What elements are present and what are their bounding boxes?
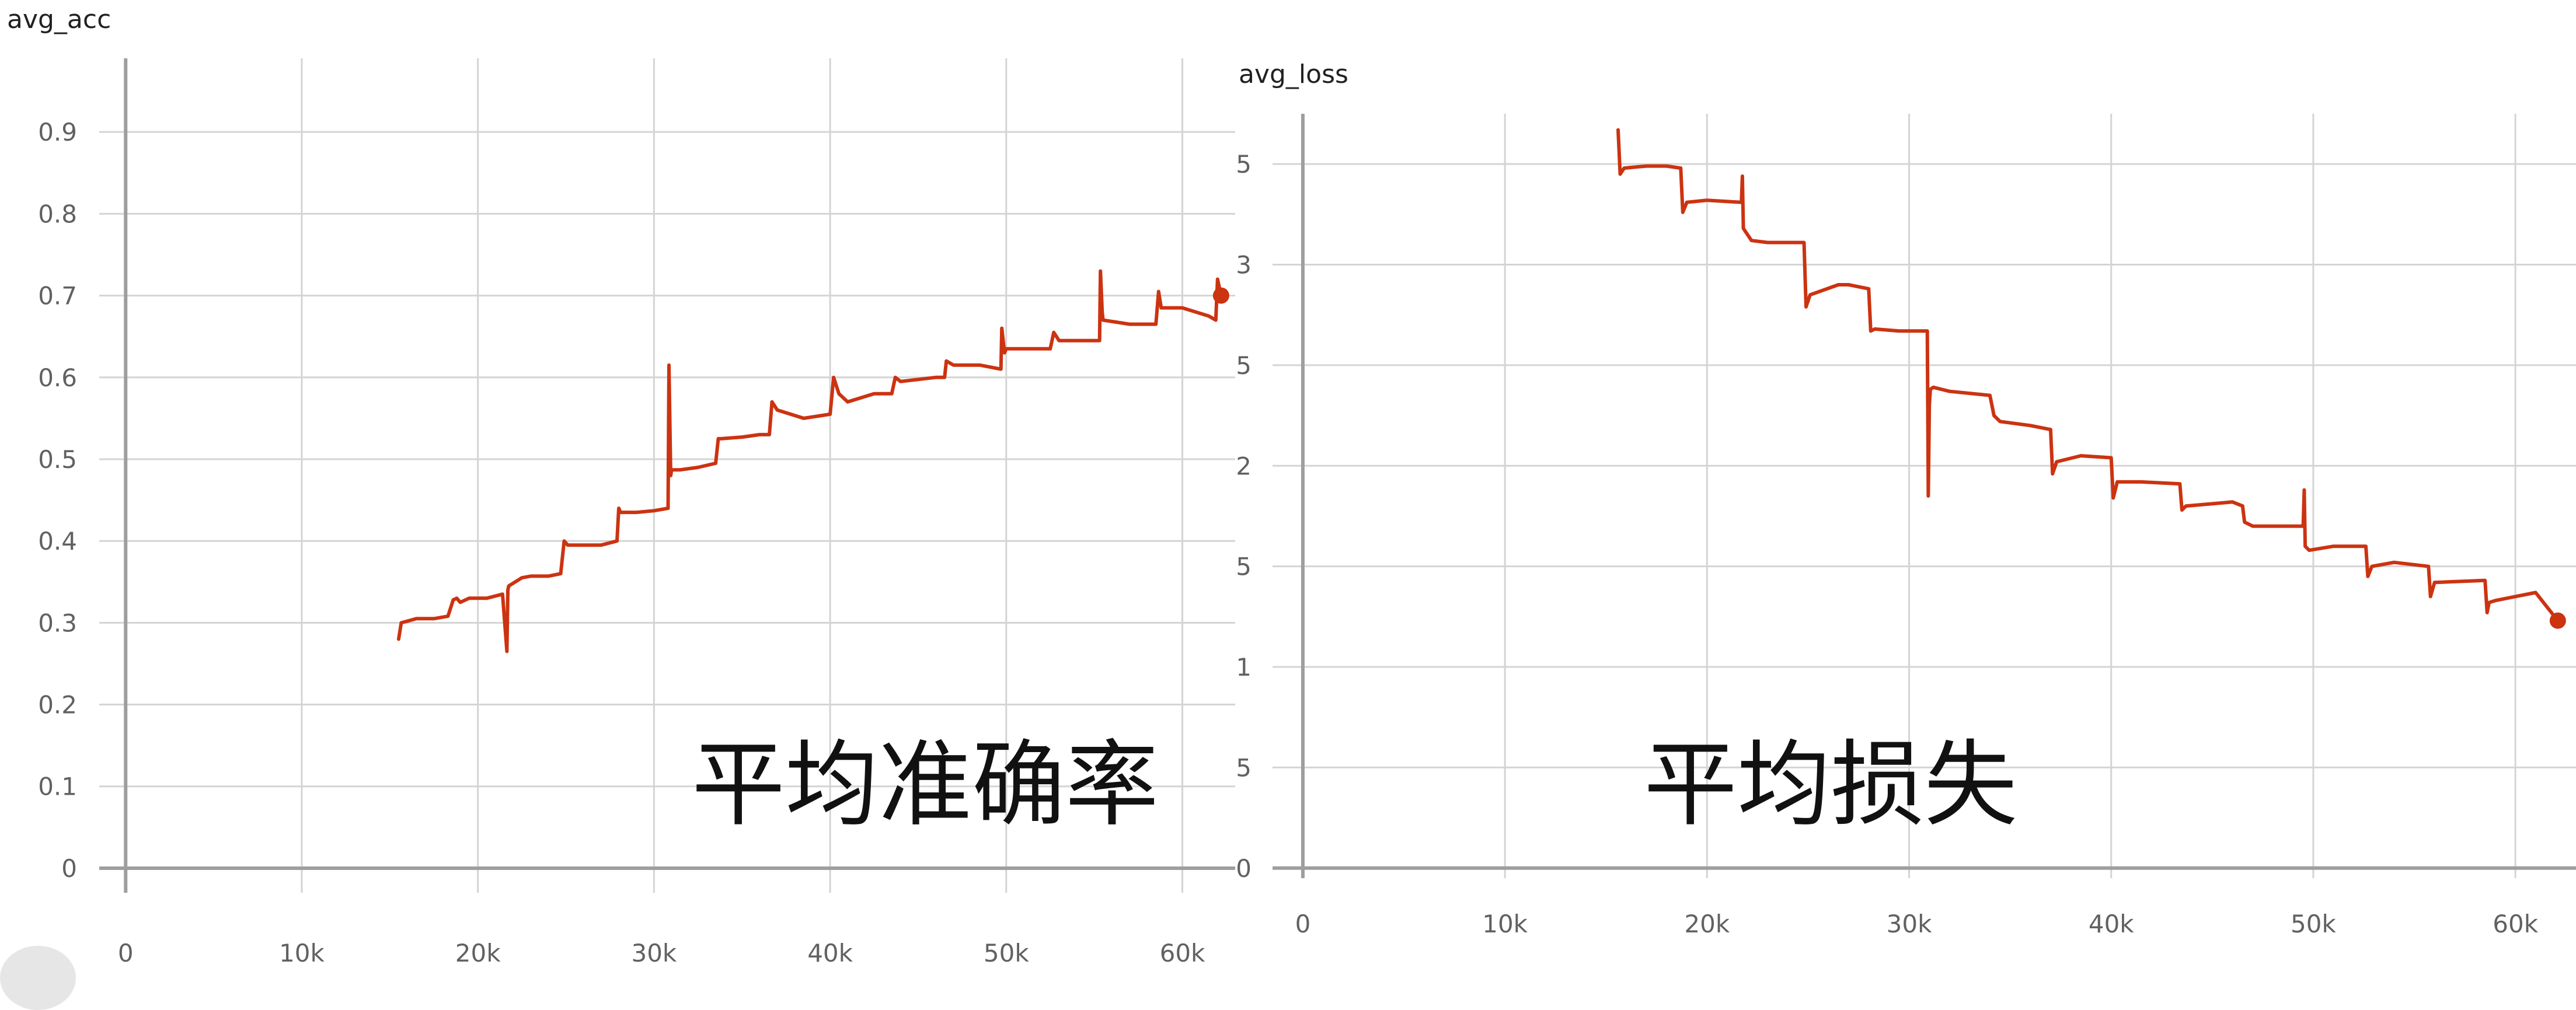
acc-y-tick-label: 0.6 [38, 364, 77, 392]
acc-x-tick-label: 10k [279, 939, 325, 967]
avg-acc-chart: avg_acc 0 0.1 0.2 0.3 0.4 0.5 0.6 0.7 0.8 0.9 0 10k 2… [7, 5, 1235, 967]
avg-acc-panel: avg_acc 0 0.1 0.2 0.3 0.4 0.5 0.6 0.7 0.8 0.9 0 10k 2… [0, 0, 1235, 1010]
loss-y-tick-label: 0.5 [1235, 753, 1252, 782]
acc-series-end-point [1212, 287, 1229, 304]
acc-y-tick-label: 0.7 [38, 282, 77, 310]
acc-y-tick-label: 0.1 [38, 773, 77, 801]
loss-x-tick-label: 60k [2493, 910, 2538, 938]
loss-y-tick-label: 1 [1236, 653, 1252, 682]
avg-loss-panel: avg_loss 0 0.5 1 1.5 2 2.5 3 3.5 0 10k 20k 30k 40k 50k… [1235, 0, 2576, 978]
acc-x-tick-label: 0 [118, 939, 134, 967]
acc-annotation-caption: 平均准确率 [692, 730, 1159, 839]
loss-y-tick-label: 0 [1236, 854, 1252, 883]
acc-series-line [396, 269, 1223, 653]
acc-y-tick-label: 0.3 [38, 609, 77, 637]
loss-series-line [1616, 128, 2560, 623]
acc-x-tick-label: 60k [1160, 939, 1205, 967]
loss-x-tick-label: 0 [1295, 910, 1311, 938]
loss-x-tick-label: 40k [2089, 910, 2134, 938]
loss-x-tick-label: 10k [1482, 910, 1528, 938]
acc-y-tick-label: 0 [61, 854, 77, 883]
acc-y-tick-label: 0.9 [38, 118, 77, 146]
loss-chart-title: avg_loss [1239, 60, 1348, 89]
loss-y-tick-label: 3.5 [1235, 150, 1252, 179]
loss-annotation-caption: 平均损失 [1644, 730, 2017, 839]
loss-y-tick-label: 2.5 [1235, 351, 1252, 380]
acc-y-tick-label: 0.8 [38, 200, 77, 228]
loss-x-tick-label: 50k [2291, 910, 2336, 938]
corner-circle-icon [0, 946, 76, 1010]
acc-y-tick-label: 0.2 [38, 691, 77, 719]
loss-x-tick-label: 30k [1887, 910, 1932, 938]
acc-x-tick-label: 50k [984, 939, 1029, 967]
loss-y-tick-label: 3 [1236, 251, 1252, 279]
loss-y-tick-label: 1.5 [1235, 553, 1252, 581]
acc-chart-title: avg_acc [7, 5, 111, 34]
acc-y-tick-label: 0.5 [38, 445, 77, 474]
loss-series-end-point [2549, 612, 2566, 629]
acc-x-tick-label: 20k [455, 939, 501, 967]
loss-y-tick-label: 2 [1236, 452, 1252, 480]
avg-loss-chart: avg_loss 0 0.5 1 1.5 2 2.5 3 3.5 0 10k 20k 30k 40k 50k… [1235, 60, 2576, 938]
acc-x-tick-label: 30k [631, 939, 677, 967]
acc-y-tick-label: 0.4 [38, 527, 77, 555]
acc-x-tick-label: 40k [807, 939, 853, 967]
loss-x-tick-label: 20k [1684, 910, 1730, 938]
